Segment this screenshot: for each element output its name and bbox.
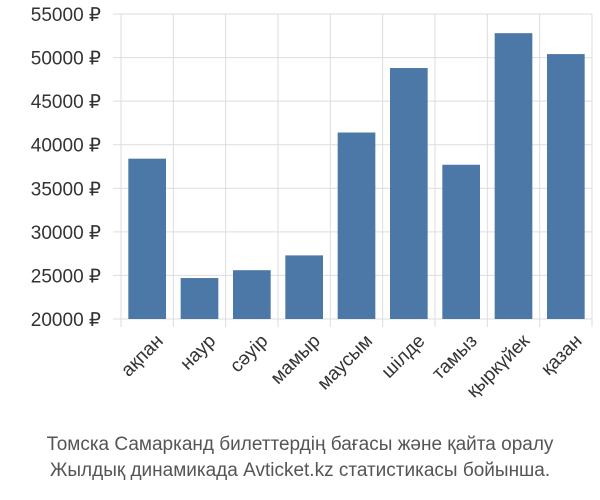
x-tick-label: наур (176, 331, 220, 375)
y-tick-label: 55000 ₽ (31, 5, 101, 26)
y-tick-label: 35000 ₽ (31, 179, 101, 200)
x-tick-label: сәуір (226, 331, 272, 377)
y-tick-label: 25000 ₽ (31, 266, 101, 287)
y-tick-label: 20000 ₽ (31, 310, 101, 331)
bar (180, 278, 219, 319)
y-tick-label: 50000 ₽ (31, 49, 101, 70)
bar (546, 54, 585, 319)
bar (232, 270, 271, 319)
bar (389, 68, 428, 320)
y-tick-label: 45000 ₽ (31, 92, 101, 113)
bar (337, 132, 376, 319)
bar (494, 33, 533, 320)
y-axis: 20000 ₽ 25000 ₽ 30000 ₽ 35000 ₽ 40000 ₽ 45000… (31, 5, 101, 331)
x-tick-label: қазан (537, 331, 586, 380)
bar-chart: 20000 ₽ 25000 ₽ 30000 ₽ 35000 ₽ 40000 ₽ 45000… (31, 5, 593, 402)
x-tick-label: ақпан (117, 331, 167, 381)
y-tick-label: 30000 ₽ (31, 223, 101, 244)
bars (128, 33, 585, 320)
y-tick-label: 40000 ₽ (31, 136, 101, 157)
bar (285, 255, 324, 319)
x-tick-label: шілде (378, 331, 430, 383)
bar (128, 158, 167, 319)
chart-caption-line-1: Томска Самарканд билеттердің бағасы және… (46, 434, 554, 455)
bar (442, 164, 481, 319)
x-tick-label: маусым (313, 331, 377, 395)
chart-caption-line-2: Жылдық динамикада Avticket.kz статистика… (49, 460, 551, 481)
